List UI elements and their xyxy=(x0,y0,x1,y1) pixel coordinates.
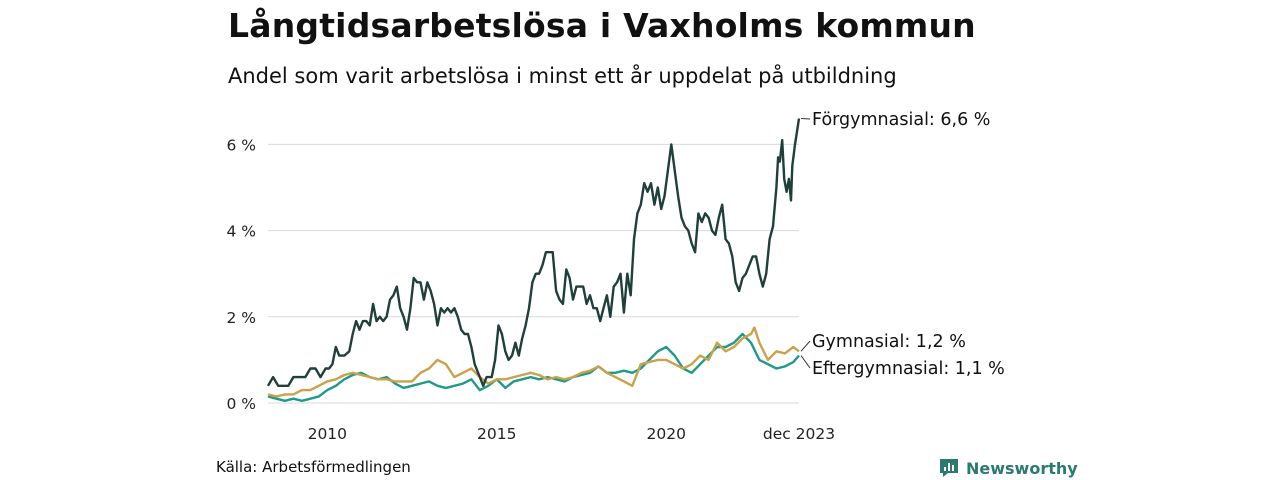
label-leader-line xyxy=(800,340,811,352)
y-axis: 0 % 2 % 4 % 6 % xyxy=(226,136,256,413)
y-tick-label: 6 % xyxy=(226,136,256,154)
chart-subtitle: Andel som varit arbetslösa i minst ett å… xyxy=(228,64,897,88)
series-end-label: Eftergymnasial: 1,1 % xyxy=(812,359,1005,379)
source-note: Källa: Arbetsförmedlingen xyxy=(216,458,411,476)
series-end-labels: Förgymnasial: 6,6 % Gymnasial: 1,2 % Efter… xyxy=(800,110,1005,379)
series-line-gymnasial xyxy=(267,326,800,398)
series-line-förgymnasial xyxy=(266,118,801,387)
x-tick-label: 2010 xyxy=(308,425,347,443)
series-end-label: Förgymnasial: 6,6 % xyxy=(812,110,990,130)
y-tick-label: 0 % xyxy=(226,395,256,413)
x-axis: 2010 2015 2020 dec 2023 xyxy=(308,425,836,443)
x-tick-label: 2015 xyxy=(477,425,516,443)
brand-name: Newsworthy xyxy=(966,458,1078,478)
label-leader-line xyxy=(800,355,811,369)
gridlines xyxy=(268,143,799,404)
y-tick-label: 2 % xyxy=(226,309,256,327)
x-tick-label: dec 2023 xyxy=(763,425,835,443)
chart-title: Långtidsarbetslösa i Vaxholms kommun xyxy=(228,6,976,45)
series-end-label: Gymnasial: 1,2 % xyxy=(812,332,966,352)
y-tick-label: 4 % xyxy=(226,223,256,241)
series-lines xyxy=(266,118,801,402)
newsworthy-logo-icon xyxy=(940,459,958,477)
brand: Newsworthy xyxy=(938,457,1078,479)
x-tick-label: 2020 xyxy=(647,425,686,443)
